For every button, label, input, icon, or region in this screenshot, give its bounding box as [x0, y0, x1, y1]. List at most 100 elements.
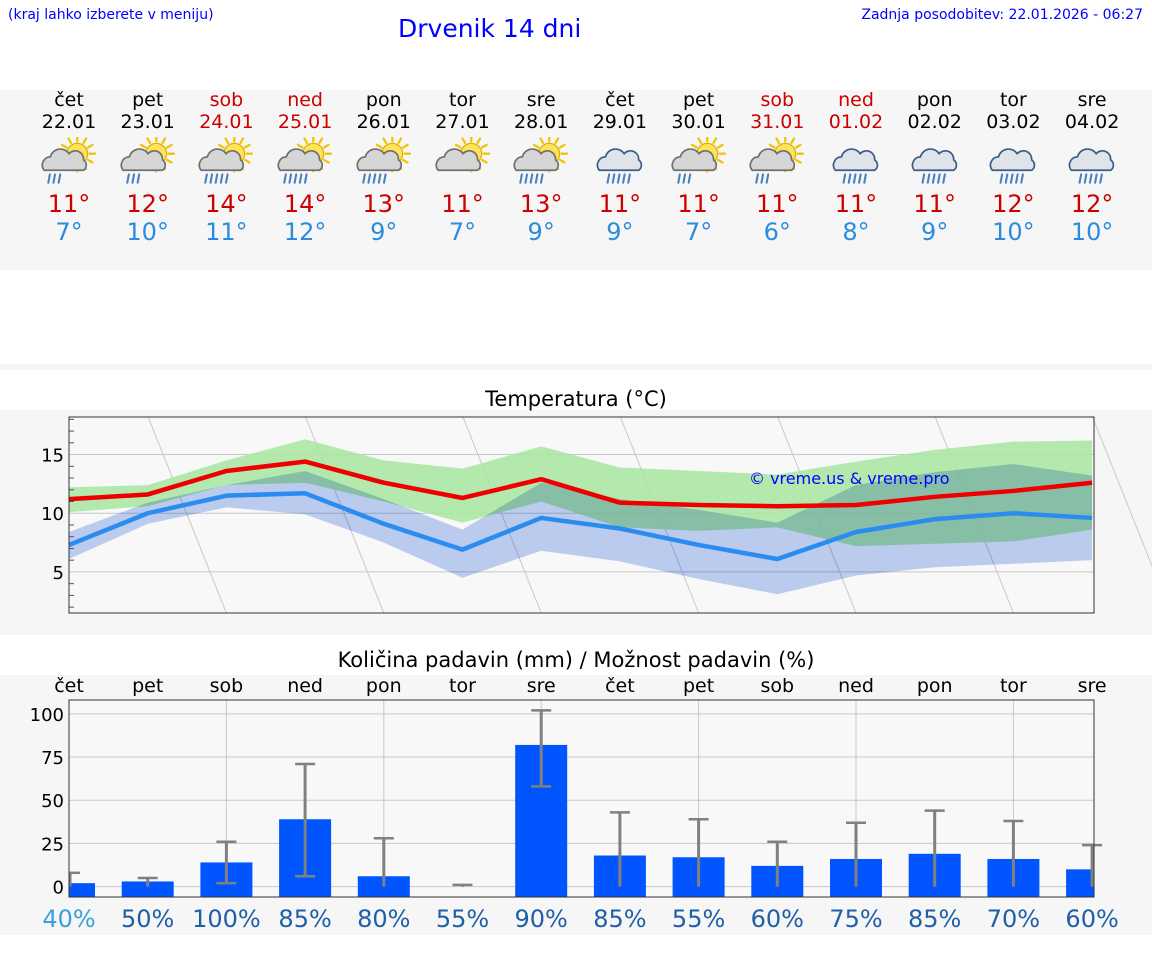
- max-temperature: 11°: [913, 190, 956, 218]
- min-temperature: 9°: [921, 218, 949, 246]
- day-name: tor: [999, 89, 1027, 111]
- temperature-panel: [0, 410, 1152, 635]
- day-date: 31.01: [750, 111, 805, 133]
- forecast-day: čet 22.01 11° 7°: [29, 90, 109, 246]
- day-date: 02.02: [907, 111, 962, 133]
- day-date: 27.01: [435, 111, 490, 133]
- forecast-day: sre 28.01 13° 9°: [501, 90, 581, 246]
- day-name: sre: [526, 89, 556, 111]
- day-name: tor: [449, 89, 476, 111]
- forecast-day: ned 25.01 14° 12°: [265, 90, 345, 246]
- cloud-shape: [990, 148, 1036, 184]
- forecast-day: pet 30.01 11° 7°: [659, 90, 739, 246]
- day-date: 24.01: [199, 111, 254, 133]
- cloud-shape: [671, 148, 717, 184]
- cloud-rain-icon: [1068, 148, 1115, 184]
- day-date: 26.01: [356, 111, 411, 133]
- day-name: sob: [760, 89, 795, 111]
- max-temperature: 13°: [519, 190, 563, 218]
- max-temperature: 12°: [1070, 190, 1114, 218]
- min-temperature: 7°: [448, 218, 477, 246]
- cloud-shape: [1068, 148, 1115, 184]
- day-date: 03.02: [986, 111, 1041, 133]
- day-name: pet: [132, 89, 164, 111]
- max-temperature: 14°: [283, 190, 327, 218]
- forecast-strip: čet 22.01 11° 7° pet 23.01 12° 10° sob 24.01 14° 11…: [0, 90, 1152, 270]
- day-name: pon: [916, 89, 953, 111]
- max-temperature: 14°: [205, 190, 248, 218]
- sun-cloud-icon: [435, 137, 490, 173]
- day-name: sob: [209, 89, 244, 111]
- cloud-rain-icon: [596, 148, 643, 184]
- precipitation-chart-title: Količina padavin (mm) / Možnost padavin …: [337, 648, 815, 672]
- cloud-shape: [435, 148, 481, 172]
- day-date: 23.01: [120, 111, 175, 133]
- day-name: pet: [682, 89, 715, 111]
- sun-cloud-light-rain-icon: [671, 137, 726, 184]
- cloud-shape: [911, 148, 957, 184]
- min-temperature: 12°: [283, 218, 327, 246]
- day-date: 22.01: [41, 111, 97, 133]
- min-temperature: 10°: [126, 218, 169, 246]
- cloud-shape: [596, 148, 643, 184]
- min-temperature: 9°: [606, 218, 634, 246]
- last-update: Zadnja posodobitev: 22.01.2026 - 06:27: [861, 7, 1143, 23]
- precipitation-panel: [0, 675, 1152, 935]
- forecast-day: tor 27.01 11° 7°: [423, 90, 503, 246]
- day-name: ned: [838, 89, 874, 111]
- max-temperature: 12°: [126, 190, 169, 218]
- day-date: 25.01: [277, 111, 333, 133]
- cloud-shape: [356, 148, 402, 184]
- location-menu-hint[interactable]: (kraj lahko izberete v meniju): [8, 7, 214, 23]
- min-temperature: 9°: [527, 218, 555, 246]
- max-temperature: 11°: [47, 190, 91, 218]
- cloud-shape: [749, 148, 796, 184]
- max-temperature: 11°: [598, 190, 642, 218]
- forecast-day: tor 03.02 12° 10°: [973, 89, 1053, 247]
- max-temperature: 12°: [992, 190, 1035, 218]
- temperature-chart-title: Temperatura (°C): [485, 387, 667, 411]
- sun-cloud-rain-icon: [356, 137, 411, 184]
- max-temperature: 11°: [834, 190, 878, 218]
- cloud-shape: [832, 148, 879, 184]
- page-title: Drvenik 14 dni: [398, 14, 582, 43]
- min-temperature: 6°: [763, 218, 791, 246]
- forecast-day: pon 02.02 11° 9°: [895, 89, 975, 247]
- sun-cloud-light-rain-icon: [41, 137, 97, 184]
- day-name: čet: [54, 89, 84, 111]
- forecast-day: pet 23.01 12° 10°: [108, 90, 188, 246]
- day-name: čet: [605, 89, 635, 111]
- min-temperature: 10°: [1070, 218, 1114, 246]
- max-temperature: 11°: [441, 190, 484, 218]
- min-temperature: 8°: [842, 218, 870, 246]
- day-name: pon: [365, 89, 402, 111]
- forecast-day: pon 26.01 13° 9°: [344, 90, 424, 246]
- cloud-shape: [277, 148, 324, 184]
- sun-cloud-rain-icon: [277, 137, 333, 184]
- day-date: 30.01: [671, 111, 726, 133]
- sun-cloud-light-rain-icon: [749, 137, 805, 184]
- forecast-day: sob 31.01 11° 6°: [737, 90, 817, 246]
- day-date: 04.02: [1064, 111, 1120, 133]
- day-date: 01.02: [828, 111, 884, 133]
- separator: [0, 364, 1152, 370]
- sun-cloud-light-rain-icon: [120, 137, 175, 184]
- min-temperature: 10°: [992, 218, 1035, 246]
- cloud-shape: [198, 148, 245, 184]
- day-name: ned: [287, 89, 323, 111]
- max-temperature: 11°: [756, 190, 799, 218]
- forecast-day: ned 01.02 11° 8°: [816, 89, 896, 247]
- sun-cloud-rain-icon: [198, 137, 254, 184]
- min-temperature: 7°: [684, 218, 713, 246]
- max-temperature: 13°: [362, 190, 406, 218]
- cloud-shape: [120, 148, 166, 184]
- cloud-rain-icon: [990, 148, 1036, 184]
- forecast-day: čet 29.01 11° 9°: [580, 89, 660, 247]
- min-temperature: 9°: [370, 218, 398, 246]
- min-temperature: 7°: [55, 218, 83, 246]
- forecast-day: sob 24.01 14° 11°: [186, 90, 266, 246]
- max-temperature: 11°: [677, 190, 720, 218]
- cloud-shape: [513, 148, 560, 184]
- cloud-rain-icon: [911, 148, 957, 184]
- min-temperature: 11°: [205, 218, 248, 246]
